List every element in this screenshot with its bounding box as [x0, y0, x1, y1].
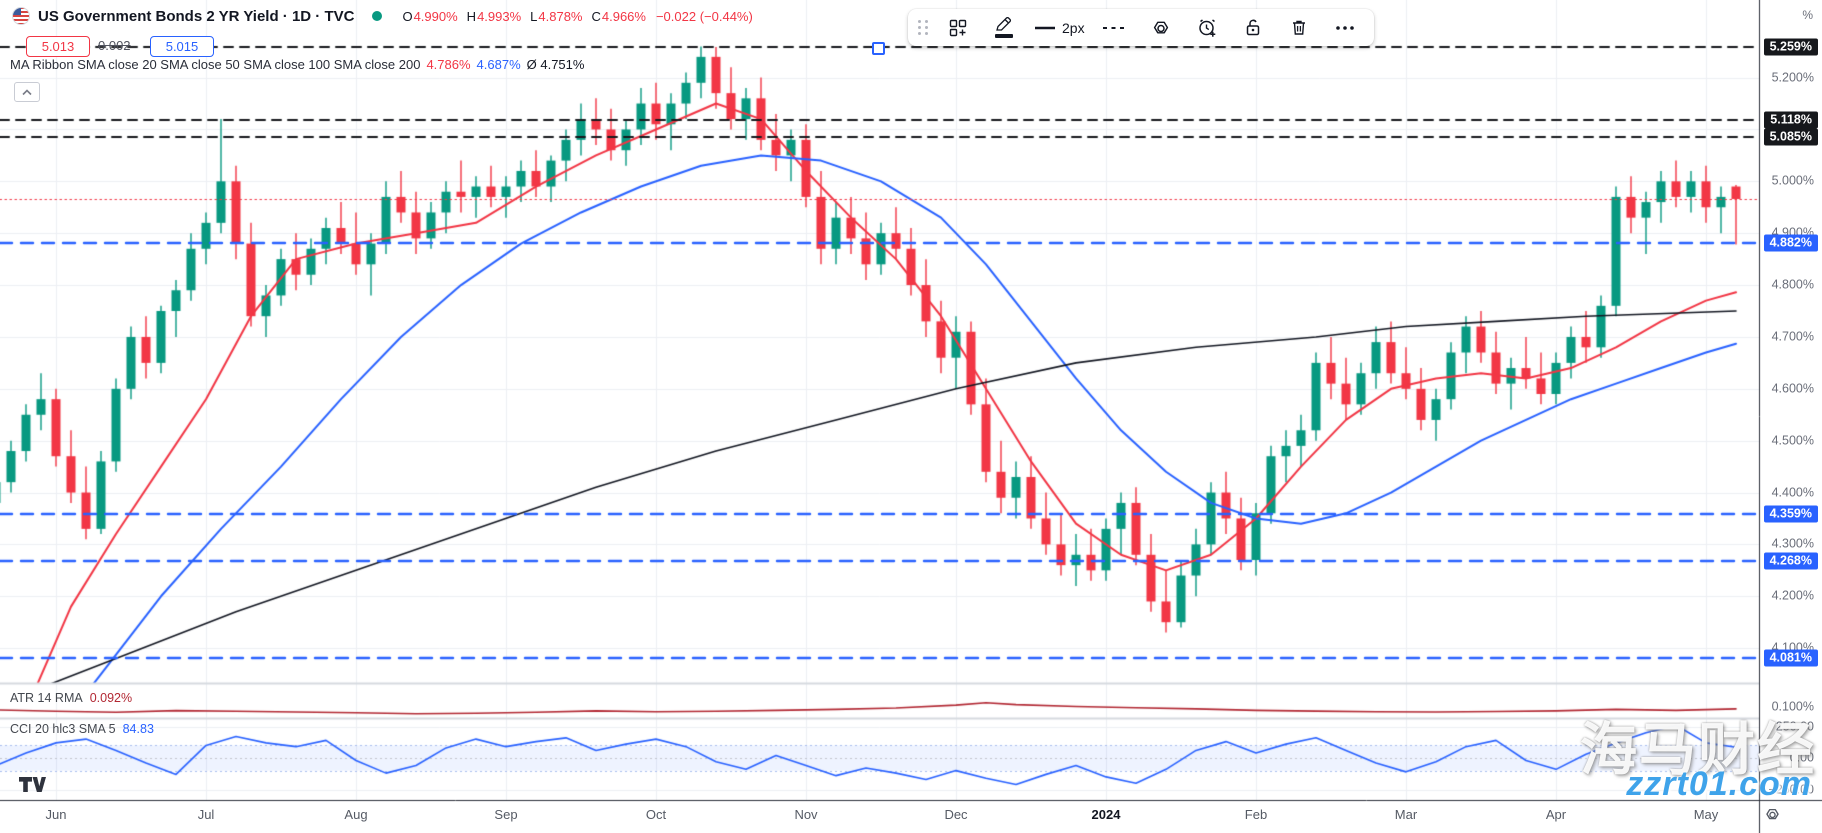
- price-scale-label: 5.118%: [1764, 111, 1818, 129]
- legend-collapse-button[interactable]: [14, 82, 40, 102]
- line-width-icon: [1035, 26, 1055, 29]
- line-color-button[interactable]: [983, 13, 1025, 42]
- price-scale-label: 250.00: [1775, 719, 1814, 733]
- ohlc-value: 4.878%: [538, 8, 583, 24]
- ohlc-letter: L: [530, 8, 538, 24]
- ma-ribbon-value-2: 4.687%: [476, 57, 521, 72]
- line-width-label: 2px: [1062, 19, 1085, 36]
- price-line-label-blue[interactable]: 5.015: [150, 36, 214, 57]
- price-line-label-red[interactable]: 5.013: [26, 36, 90, 57]
- ohlc-letter: C: [591, 8, 601, 24]
- us-flag-icon: [12, 7, 30, 25]
- delete-button[interactable]: [1278, 13, 1320, 42]
- price-scale-label: 4.600%: [1771, 381, 1814, 396]
- atr-value: 0.092%: [89, 691, 133, 705]
- line-width-button[interactable]: 2px: [1029, 13, 1090, 42]
- alert-clock-plus-icon: [1198, 18, 1215, 37]
- time-scale-label: Apr: [1545, 807, 1567, 822]
- tradingview-logo[interactable]: [18, 776, 46, 793]
- atr-legend[interactable]: ATR 14 RMA 0.092%: [10, 691, 132, 705]
- price-scale-label: 5.200%: [1771, 70, 1814, 85]
- price-scale-label: 4.081%: [1763, 649, 1818, 667]
- price-scale-label: 4.300%: [1771, 536, 1814, 551]
- gear-icon: [1153, 21, 1168, 33]
- chevron-up-icon: [22, 88, 32, 95]
- pencil-icon: [996, 17, 1012, 31]
- time-scale-label: Dec: [944, 807, 968, 822]
- change-value: −0.022 (−0.44%): [655, 8, 753, 24]
- price-scale-label: 4.700%: [1771, 329, 1814, 344]
- line-style-button[interactable]: [1094, 13, 1136, 42]
- drawing-selection-handle[interactable]: [872, 42, 885, 55]
- watermark-site: zzrt01.com: [1626, 765, 1812, 803]
- price-scale-label: 4.200%: [1771, 588, 1814, 603]
- unlocked-padlock-icon: [1246, 19, 1259, 36]
- price-scale-label: 0.100%: [1771, 699, 1814, 714]
- toolbar-drag-handle-icon[interactable]: [918, 20, 929, 35]
- ohlc-value: 4.966%: [601, 8, 646, 24]
- ohlc-letter: O: [402, 8, 413, 24]
- time-scale-label: 2024: [1091, 807, 1121, 822]
- cci-label[interactable]: CCI 20 hlc3 SMA 5: [10, 722, 116, 736]
- time-scale-label: Jun: [45, 807, 67, 822]
- gear-icon: [1766, 808, 1779, 820]
- ma-ribbon-label[interactable]: MA Ribbon SMA close 20 SMA close 50 SMA …: [10, 57, 421, 72]
- watermark-cn: 海马财经: [1580, 717, 1816, 783]
- drawing-toolbar: 2px: [908, 9, 1374, 46]
- price-scale-label: 5.000%: [1771, 173, 1814, 188]
- tradingview-logo-icon: [19, 777, 46, 792]
- ohlc-values: O4.990% H4.993% L4.878% C4.966%: [402, 9, 646, 24]
- atr-label[interactable]: ATR 14 RMA: [10, 691, 83, 705]
- time-scale-label: Mar: [1394, 807, 1418, 822]
- current-color-swatch: [995, 34, 1013, 38]
- ma-ribbon-average: Ø 4.751%: [526, 57, 585, 72]
- price-scale-label: 4.800%: [1771, 277, 1814, 292]
- symbol-legend[interactable]: US Government Bonds 2 YR Yield · 1D · TV…: [12, 7, 753, 25]
- price-line-spread: 0.002: [98, 38, 131, 53]
- ma-ribbon-value-1: 4.786%: [426, 57, 471, 72]
- price-scale-label: 4.500%: [1771, 433, 1814, 448]
- symbol-title[interactable]: US Government Bonds 2 YR Yield · 1D · TV…: [38, 7, 355, 25]
- time-scale-label: Sep: [494, 807, 518, 822]
- ohlc-letter: H: [466, 8, 477, 24]
- price-scale-label: 4.359%: [1763, 505, 1818, 523]
- price-line-labels-row: 5.013 0.002 5.015: [0, 36, 400, 57]
- cci-value: 84.83: [122, 722, 154, 736]
- price-scale-label: 5.085%: [1763, 128, 1818, 146]
- add-alert-button[interactable]: [1186, 13, 1228, 42]
- price-scale-unit: %: [1802, 8, 1813, 22]
- price-scale-label: −250.00: [1768, 782, 1814, 796]
- time-scale-label: May: [1693, 807, 1719, 822]
- price-scale-label: 4.882%: [1763, 234, 1818, 252]
- time-scale-label: Oct: [645, 807, 667, 822]
- price-scale-label: 5.259%: [1763, 38, 1818, 56]
- dashed-line-icon: [1102, 26, 1127, 29]
- time-scale-label: Nov: [794, 807, 818, 822]
- ma-ribbon-legend[interactable]: MA Ribbon SMA close 20 SMA close 50 SMA …: [10, 57, 584, 72]
- price-scale-label: 4.400%: [1771, 485, 1814, 500]
- price-scale-label: 4.268%: [1763, 552, 1818, 570]
- scale-settings-button[interactable]: [1763, 805, 1782, 824]
- settings-button[interactable]: [1140, 13, 1182, 42]
- trash-icon: [1292, 20, 1305, 35]
- time-scale-label: Aug: [344, 807, 368, 822]
- price-scale-label: 0.00: [1789, 750, 1814, 765]
- cci-legend[interactable]: CCI 20 hlc3 SMA 5 84.83: [10, 722, 154, 736]
- time-scale-label: Feb: [1244, 807, 1268, 822]
- template-icon: [949, 19, 967, 36]
- ellipsis-icon: [1335, 25, 1354, 30]
- more-options-button[interactable]: [1324, 13, 1366, 42]
- market-open-dot-icon: [372, 11, 383, 21]
- ohlc-value: 4.993%: [477, 8, 522, 24]
- ohlc-value: 4.990%: [413, 8, 458, 24]
- lock-button[interactable]: [1232, 13, 1274, 42]
- time-scale-label: Jul: [197, 807, 215, 822]
- template-button[interactable]: [937, 13, 979, 42]
